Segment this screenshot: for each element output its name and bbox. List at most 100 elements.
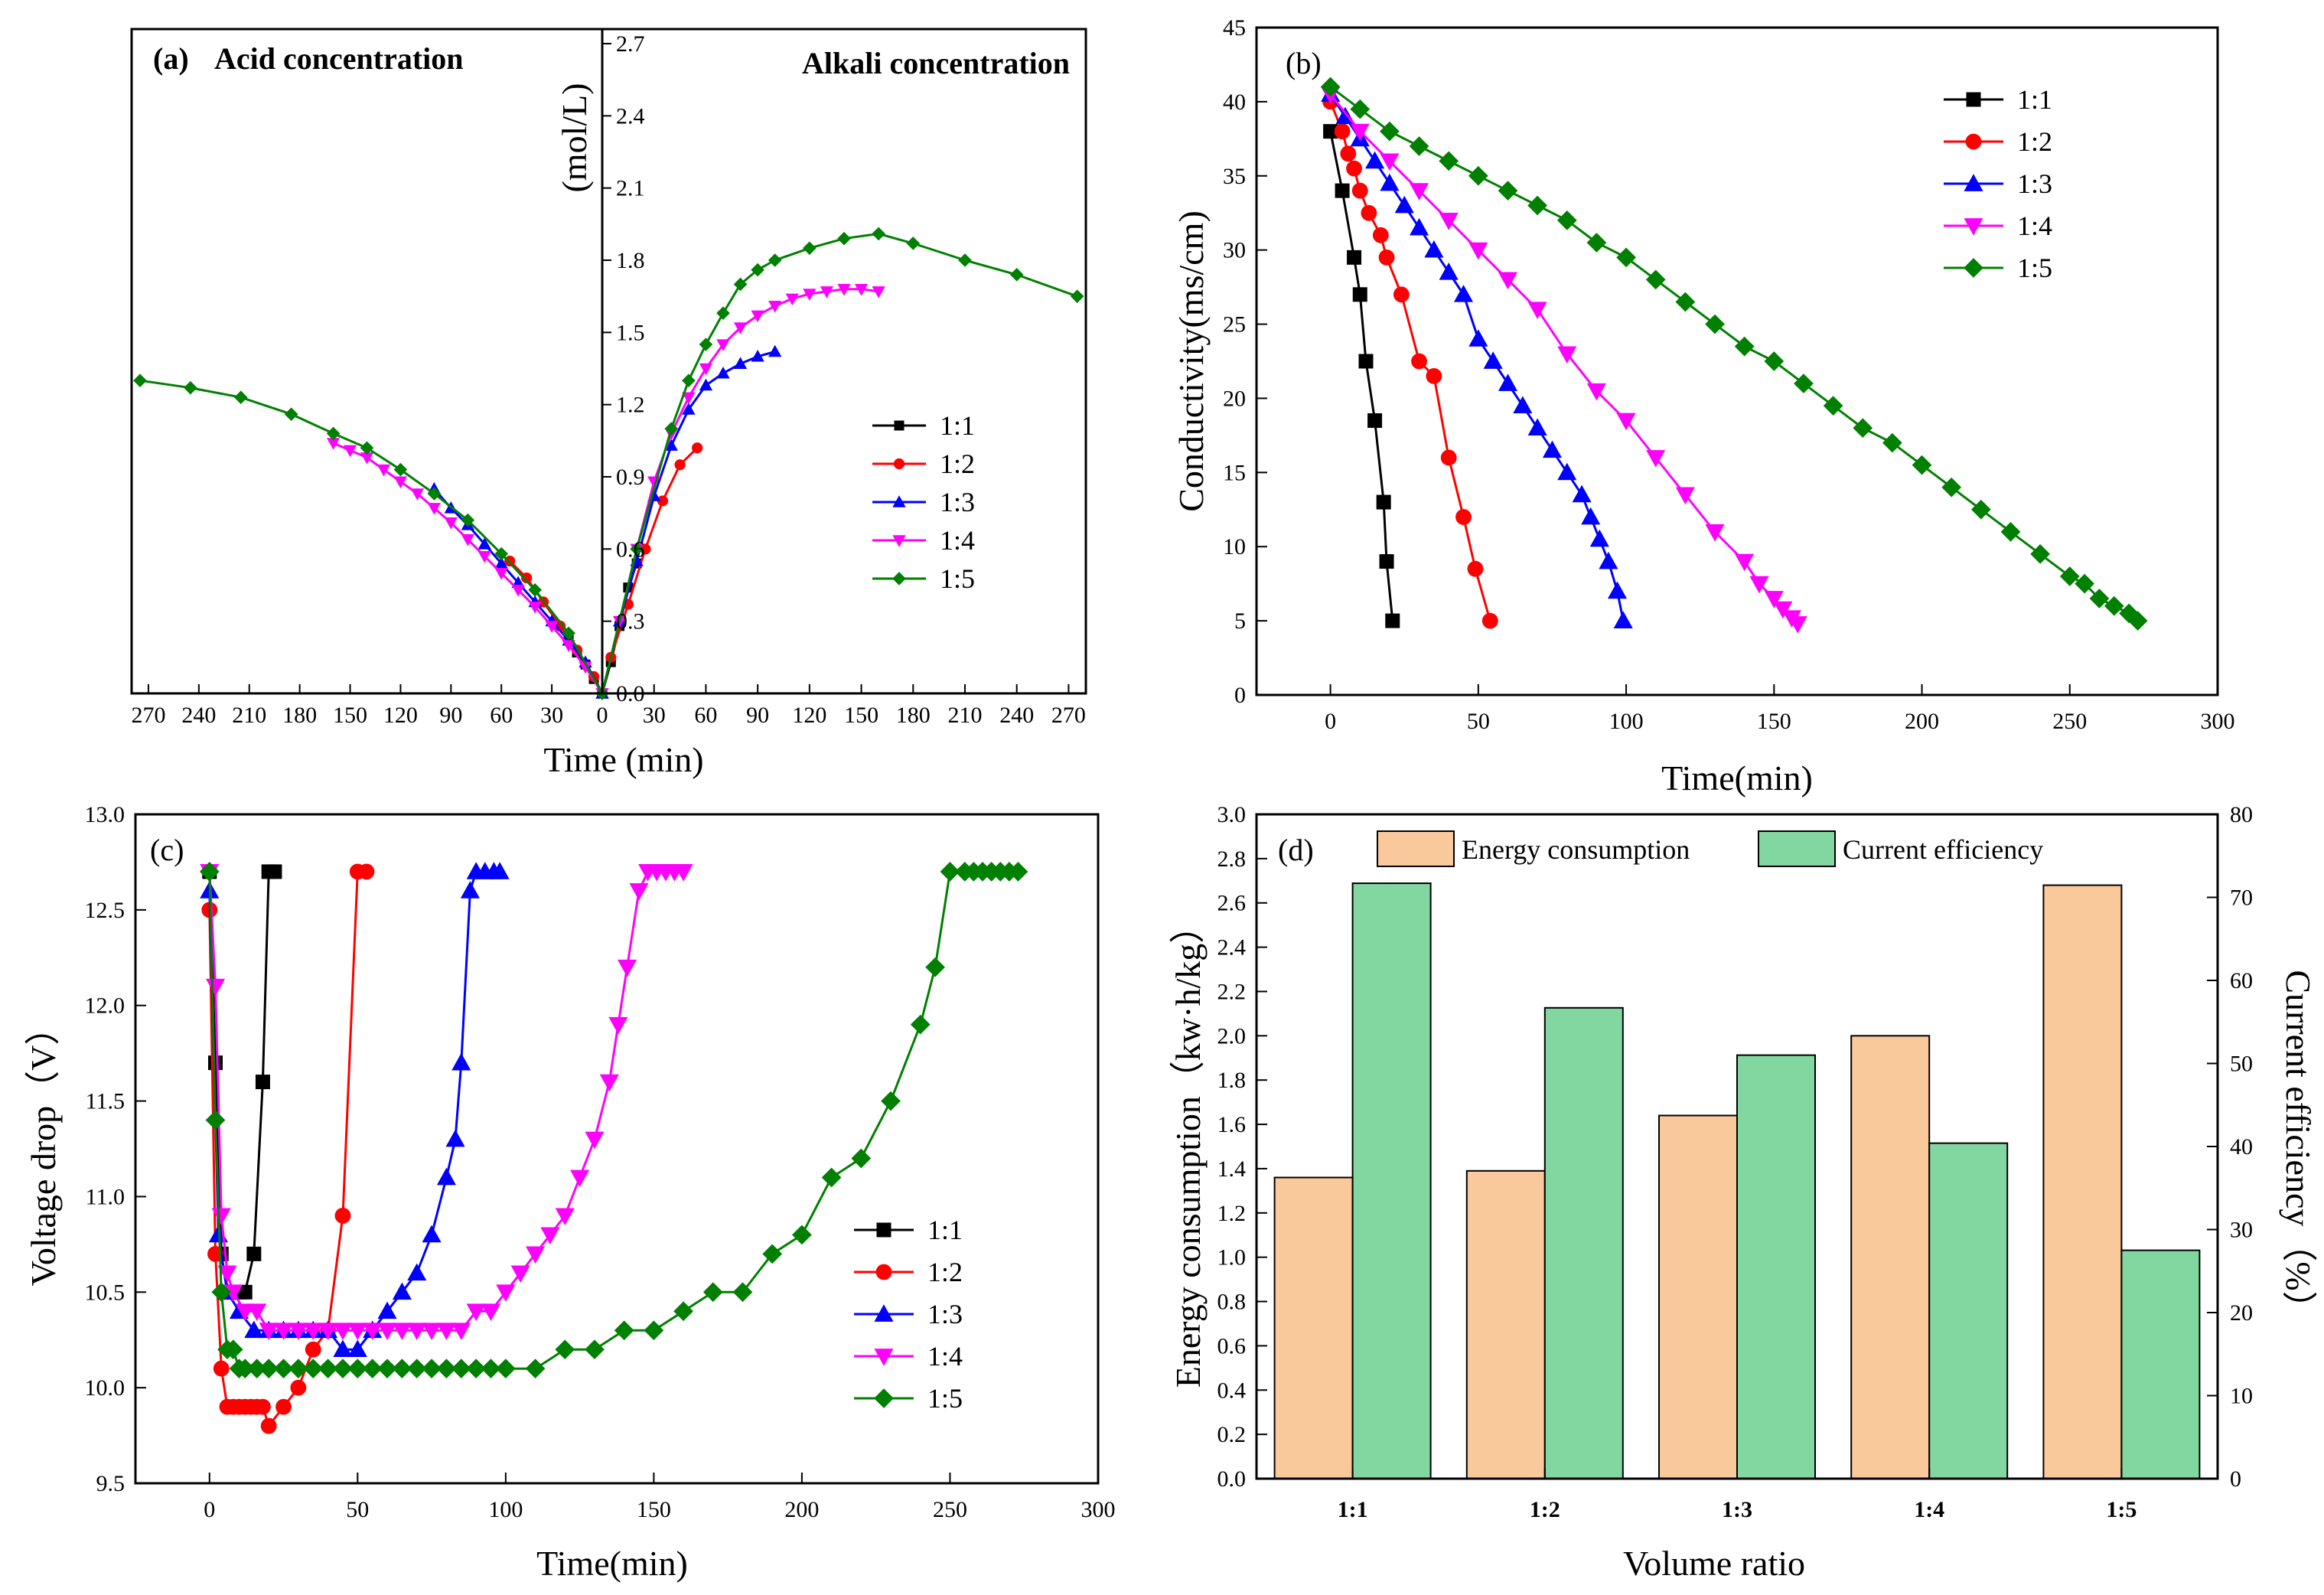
data-point (1394, 195, 1414, 214)
data-point (1320, 77, 1341, 97)
alkali-point (682, 392, 696, 405)
data-point (1365, 151, 1385, 169)
panel-a-x-ticks: 270 240 210 180 150 120 90 60 30 0 30 60 90 120 150 180… (131, 684, 1086, 728)
data-point (333, 1323, 353, 1340)
data-point (732, 1282, 753, 1303)
alkali-line (601, 232, 1078, 694)
data-point (318, 1359, 338, 1379)
legend-label: Energy consumption (1462, 834, 1690, 865)
y-tick-label: 2.7 (616, 31, 645, 57)
data-point (1453, 285, 1474, 302)
data-point (555, 1208, 575, 1226)
y-tick-label: 12.5 (85, 898, 125, 923)
y-tick-label: 5 (1234, 608, 1246, 634)
alkali-point (674, 459, 686, 471)
panel-a-tag: (a) (153, 41, 189, 76)
data-point (1367, 413, 1383, 429)
x-tick-label: 120 (383, 703, 418, 728)
data-point (406, 1359, 427, 1379)
y-tick-label-right: 70 (2230, 886, 2253, 911)
series-1-5 (199, 862, 1028, 1379)
data-point (1498, 181, 1518, 201)
data-point (1376, 494, 1391, 510)
data-point (1556, 210, 1577, 230)
acid-point (184, 380, 197, 395)
alkali-point (803, 241, 816, 256)
alkali-point (682, 373, 696, 388)
data-point (2104, 595, 2124, 616)
x-tick-label: 150 (1757, 709, 1791, 734)
series-1-2 (1322, 93, 1498, 629)
data-point (1379, 554, 1394, 569)
data-point (510, 1265, 530, 1284)
legend-marker (1964, 174, 1983, 191)
alkali-point (906, 236, 921, 250)
data-point (288, 1323, 308, 1340)
y-tick-label: 10 (1223, 534, 1246, 559)
data-point (377, 1301, 397, 1319)
alkali-point (768, 253, 782, 267)
panel-a-title-left: Acid concentration (214, 41, 464, 76)
y-tick-label: 1.4 (1217, 1156, 1247, 1182)
acid-point (410, 488, 425, 501)
alkali-point (733, 322, 748, 334)
data-point (673, 864, 693, 882)
data-point (585, 1339, 605, 1360)
data-point (223, 1339, 243, 1360)
alkali-point (751, 263, 764, 277)
x-tick-label: 270 (1051, 703, 1086, 728)
data-point (1616, 247, 1636, 268)
y-tick-label-right: 50 (2230, 1052, 2253, 1077)
data-point (881, 1091, 901, 1111)
legend-label: 1:1 (940, 410, 975, 441)
x-tick-label: 1:3 (1722, 1497, 1752, 1522)
data-point (273, 1359, 294, 1379)
x-tick-label: 1:4 (1914, 1497, 1944, 1522)
data-point (617, 959, 637, 977)
alkali-point (768, 344, 782, 357)
data-point (246, 1246, 262, 1261)
data-point (208, 1055, 223, 1071)
data-point (1411, 353, 1427, 370)
x-tick-label: 100 (1609, 709, 1644, 734)
legend-label: 1:3 (940, 487, 975, 517)
legend-marker (874, 1349, 894, 1366)
legend-marker (892, 495, 906, 507)
data-point (614, 1320, 634, 1341)
panel-c-x-ticks: 0 50 100 150 200 250 300 (204, 1473, 1116, 1522)
data-point (1542, 440, 1563, 458)
data-point (1481, 612, 1498, 629)
acid-point (494, 546, 509, 561)
data-point (1675, 487, 1695, 505)
data-point (792, 1225, 812, 1245)
bar-energy-1-2 (1465, 1169, 1546, 1479)
data-point (673, 1301, 693, 1322)
y-tick-label: 1.2 (1217, 1201, 1247, 1226)
legend-label: 1:2 (940, 448, 975, 479)
data-point (1527, 302, 1547, 319)
acid-point (284, 407, 298, 422)
legend-item-1-4: 1:4 (854, 1341, 963, 1372)
acid-point (427, 503, 442, 515)
data-point (1358, 354, 1374, 369)
data-point (1823, 396, 1843, 416)
panel-d-x-label: Volume ratio (1623, 1544, 1805, 1583)
data-point (1468, 165, 1488, 186)
data-point (436, 1167, 456, 1186)
alkali-point (733, 277, 748, 292)
data-point (570, 1169, 590, 1188)
data-point (1385, 613, 1400, 628)
data-point (1468, 329, 1488, 347)
data-point (1613, 611, 1633, 628)
legend-label: 1:3 (2017, 168, 2052, 199)
x-tick-label: 50 (346, 1497, 369, 1522)
y-tick-label-right: 20 (2230, 1300, 2253, 1326)
data-point (526, 1246, 546, 1264)
data-point (1439, 213, 1459, 230)
alkali-point (630, 542, 644, 556)
y-tick-label: 35 (1223, 164, 1246, 189)
legend-marker (893, 458, 905, 470)
alkali-point (699, 338, 713, 351)
alkali-point (854, 283, 869, 296)
legend-item-1-3: 1:3 (872, 487, 975, 517)
